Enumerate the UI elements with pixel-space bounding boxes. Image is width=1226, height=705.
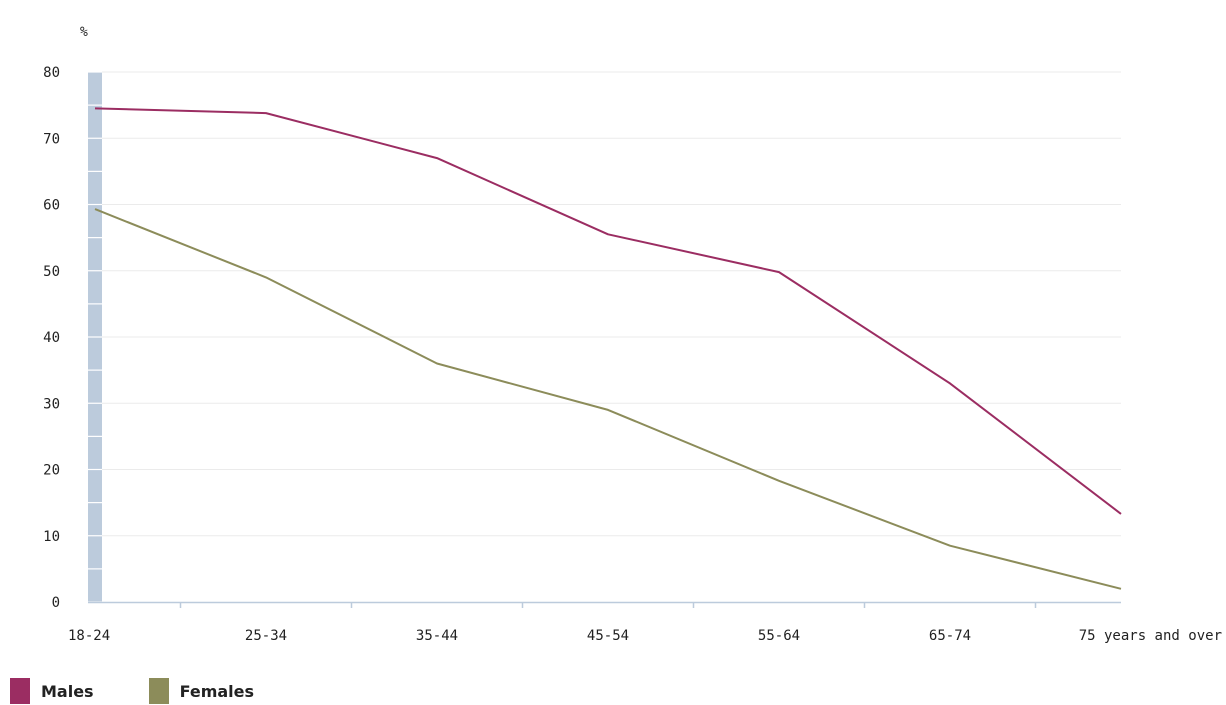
series-line-females (94, 208, 1122, 590)
y-axis: 0 10 20 30 40 50 60 70 80 (43, 65, 102, 611)
y-tick-label-60: 60 (43, 198, 60, 214)
series-line-males (94, 107, 1122, 515)
legend-label-males: Males (41, 681, 94, 701)
gridlines (102, 71, 1121, 537)
legend-swatch-males (10, 678, 30, 704)
legend-item-females[interactable]: Females (148, 678, 255, 704)
series-lines (94, 107, 1122, 590)
x-tick-label-55-64: 55-64 (758, 628, 800, 644)
y-tick-label-10: 10 (43, 529, 60, 545)
x-tick-label-35-44: 35-44 (416, 628, 458, 644)
x-axis: 18-24 25-34 35-44 45-54 55-64 65-74 75 years a… (68, 601, 1222, 644)
x-tick-label-65-74: 65-74 (929, 628, 971, 644)
y-tick-label-80: 80 (43, 65, 60, 81)
x-tick-label-75-years-and-over: 75 years and over (1079, 628, 1222, 644)
y-tick-label-50: 50 (43, 264, 60, 280)
y-axis-unit-label: % (80, 25, 88, 40)
y-tick-label-30: 30 (43, 396, 60, 412)
legend-item-males[interactable]: Males (10, 678, 94, 704)
y-tick-label-70: 70 (43, 131, 60, 147)
y-tick-label-20: 20 (43, 463, 60, 479)
x-tick-label-18-24: 18-24 (68, 628, 110, 644)
x-tick-label-45-54: 45-54 (587, 628, 629, 644)
x-tick-label-25-34: 25-34 (245, 628, 287, 644)
y-tick-label-40: 40 (43, 330, 60, 346)
legend-label-females: Females (179, 681, 255, 701)
legend-swatch-females (148, 678, 169, 704)
y-tick-label-0: 0 (52, 595, 60, 611)
line-chart: % 0 10 20 30 40 50 60 70 80 18-24 25-34 35-44 45-54… (43, 25, 1222, 644)
legend: Males Females (10, 678, 309, 704)
